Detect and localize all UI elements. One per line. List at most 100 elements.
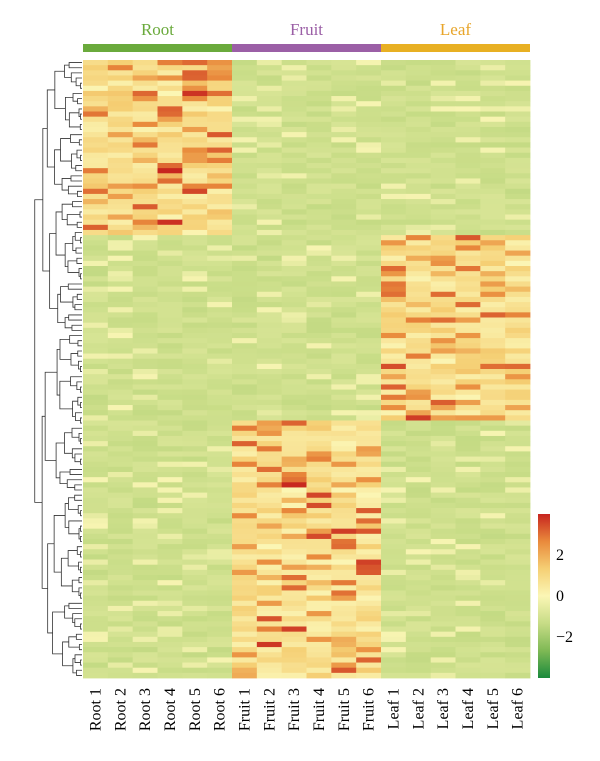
heatmap-cell (281, 456, 307, 463)
heatmap-cell (505, 363, 531, 370)
heatmap-cell (306, 260, 332, 267)
heatmap-cell (281, 116, 307, 123)
heatmap-cell (430, 621, 456, 627)
heatmap-cell (455, 451, 481, 457)
heatmap-cell (455, 564, 481, 571)
heatmap-cell (107, 461, 134, 468)
heatmap-cell (157, 533, 183, 540)
heatmap-cell (405, 641, 432, 648)
heatmap-cell (157, 96, 183, 102)
heatmap-cell (182, 163, 208, 169)
heatmap-cell (157, 343, 183, 349)
heatmap-cell (83, 193, 109, 200)
heatmap-cell (281, 621, 307, 627)
heatmap-cell (256, 173, 283, 179)
heatmap-cell (281, 276, 307, 282)
heatmap-cell (182, 441, 208, 447)
heatmap-cell (505, 322, 531, 329)
heatmap-cell (306, 250, 332, 257)
dendrogram-branch (71, 427, 82, 438)
heatmap-cell (430, 281, 456, 287)
heatmap-cell (132, 101, 158, 107)
heatmap-cell (157, 616, 183, 622)
heatmap-cell (132, 281, 158, 287)
heatmap-cell (232, 307, 258, 313)
dendrogram-branch (70, 175, 82, 182)
heatmap-cell (505, 667, 531, 674)
heatmap-cell (381, 425, 407, 432)
heatmap-cell (281, 286, 307, 293)
heatmap-cell (132, 307, 158, 313)
heatmap-cell (107, 487, 134, 493)
heatmap-cell (455, 70, 481, 76)
heatmap-cell (256, 343, 283, 349)
heatmap-cell (331, 240, 357, 246)
heatmap-cell (405, 193, 432, 200)
heatmap-cell (480, 399, 506, 406)
heatmap-cell (232, 420, 258, 427)
heatmap-cell (505, 245, 531, 251)
heatmap-cell (430, 106, 456, 112)
heatmap-cell (83, 451, 109, 457)
heatmap-cell (281, 647, 307, 653)
heatmap-cell (157, 497, 183, 504)
heatmap-cell (331, 111, 357, 118)
column-label: Root 4 (162, 688, 179, 731)
heatmap-cell (232, 106, 258, 112)
heatmap-cell (505, 430, 531, 437)
heatmap-cell (405, 374, 432, 380)
heatmap-cell (480, 477, 506, 483)
heatmap-cell (480, 106, 506, 112)
heatmap-cell (455, 307, 481, 313)
heatmap-cell (331, 425, 357, 432)
heatmap-cell (356, 508, 382, 514)
heatmap-cell (306, 528, 332, 535)
heatmap-cell (132, 116, 158, 123)
heatmap-cell (256, 477, 283, 483)
heatmap-cell (256, 317, 283, 324)
heatmap-cell (331, 214, 357, 221)
heatmap-cell (356, 147, 382, 154)
heatmap-cell (256, 106, 283, 112)
heatmap-cell (182, 358, 208, 365)
heatmap-cell (455, 461, 481, 468)
heatmap-cell (157, 446, 183, 452)
heatmap-cell (281, 626, 307, 633)
heatmap-cell (107, 647, 134, 653)
heatmap-cell (306, 595, 332, 602)
heatmap-cell (356, 497, 382, 504)
heatmap-cell (281, 126, 307, 133)
heatmap-cell (405, 636, 432, 643)
heatmap-cell (83, 631, 109, 638)
heatmap-cell (132, 214, 158, 221)
heatmap-cell (505, 178, 531, 184)
heatmap-cell (256, 657, 283, 663)
heatmap-cell (107, 188, 134, 195)
heatmap-cell (381, 157, 407, 164)
heatmap-cell (157, 492, 183, 499)
heatmap-cell (132, 590, 158, 596)
heatmap-cell (356, 106, 382, 112)
heatmap-cell (356, 291, 382, 298)
heatmap-cell (256, 389, 283, 396)
heatmap-cell (207, 652, 233, 658)
heatmap-cell (356, 358, 382, 365)
heatmap-cell (480, 456, 506, 463)
heatmap-cell (331, 538, 357, 545)
heatmap-cell (455, 363, 481, 370)
heatmap-cell (381, 302, 407, 308)
heatmap-cell (132, 487, 158, 493)
heatmap-cell (430, 569, 456, 576)
heatmap-cell (132, 626, 158, 633)
heatmap-cell (157, 250, 183, 257)
heatmap-cell (381, 384, 407, 390)
heatmap-cell (83, 209, 109, 215)
heatmap-cell (306, 358, 332, 365)
heatmap-cell (356, 647, 382, 653)
heatmap-cell (107, 605, 134, 612)
heatmap-cell (430, 605, 456, 612)
heatmap-cell (107, 245, 134, 251)
heatmap-cell (331, 281, 357, 287)
heatmap-cell (480, 132, 506, 138)
heatmap-cell (157, 178, 183, 184)
